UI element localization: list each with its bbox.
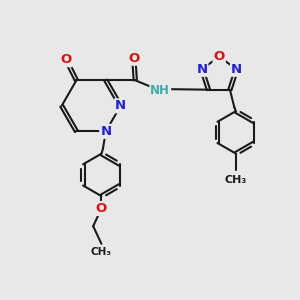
Text: N: N [231,63,242,76]
Text: N: N [100,125,111,138]
Text: CH₃: CH₃ [91,247,112,257]
Text: O: O [61,53,72,66]
Text: O: O [214,50,225,63]
Text: NH: NH [150,84,170,97]
Text: N: N [196,63,207,76]
Text: O: O [96,202,107,215]
Text: N: N [115,99,126,112]
Text: CH₃: CH₃ [225,175,247,185]
Text: O: O [128,52,140,65]
